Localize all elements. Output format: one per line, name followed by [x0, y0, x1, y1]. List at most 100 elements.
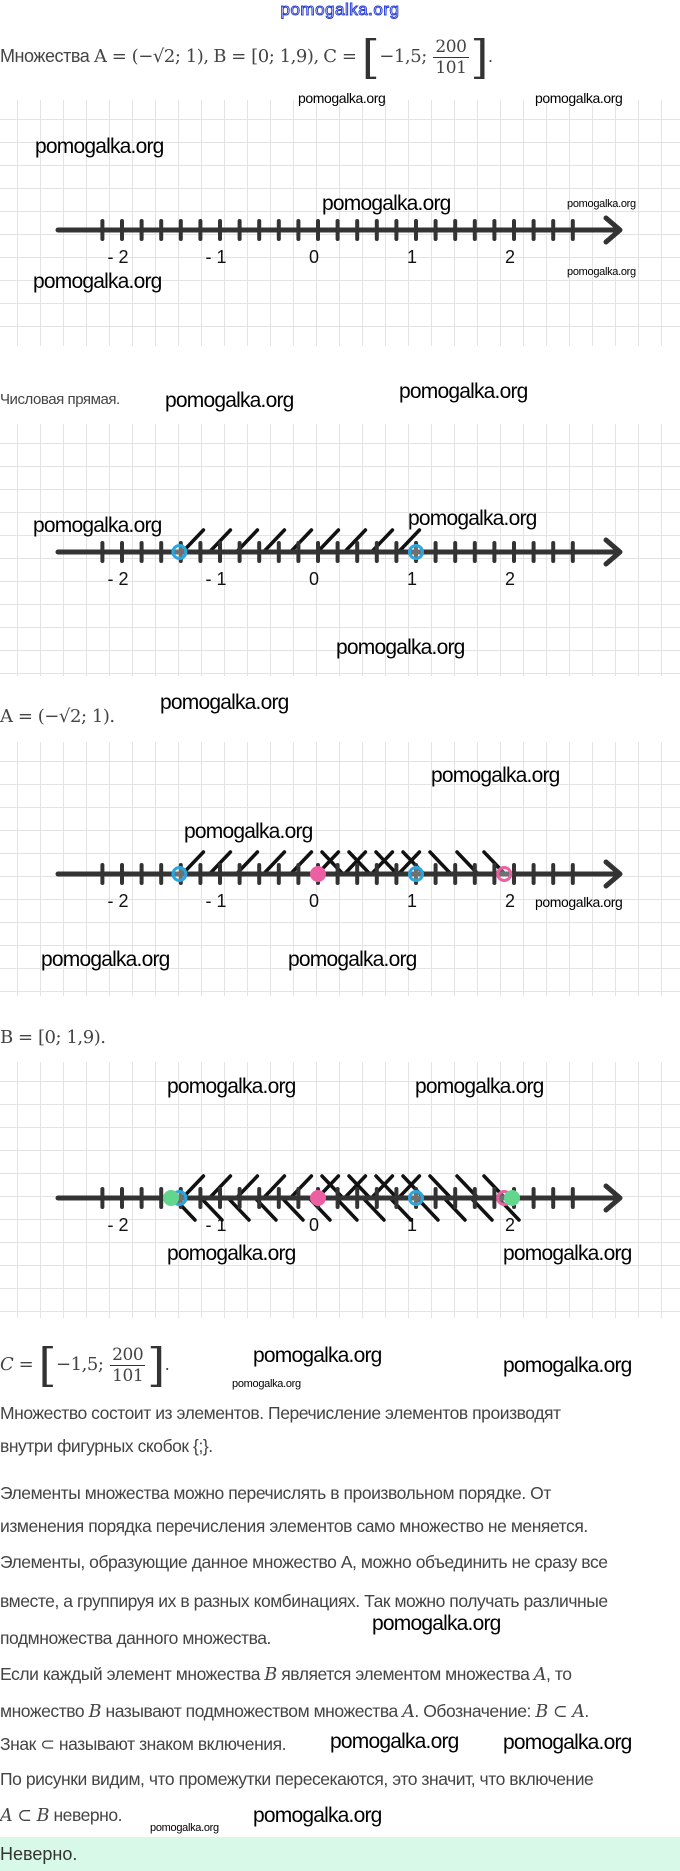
- hatch-C: [281, 1197, 305, 1222]
- endpoint-C-closed: [504, 1190, 521, 1206]
- hatch-C: [200, 1197, 224, 1222]
- hatch-C: [173, 1197, 197, 1222]
- endpoint-B-closed: [310, 866, 326, 882]
- tick-label: 2: [505, 891, 515, 911]
- tick-label: 0: [309, 891, 319, 911]
- hatch-A: [289, 528, 314, 553]
- watermark: pomogalka.org: [503, 1242, 632, 1265]
- watermark: pomogalka.org: [535, 90, 623, 106]
- hatch-A: [181, 1174, 206, 1199]
- hatch-C: [335, 1197, 359, 1222]
- endpoint-B-closed: [310, 1190, 326, 1206]
- watermark: pomogalka.org: [431, 764, 560, 787]
- tick-label: 1: [407, 569, 417, 589]
- hatch-A: [208, 528, 233, 553]
- paragraph-3-line-2: вместе, а группируя их в разных комбинац…: [0, 1591, 608, 1611]
- watermark: pomogalka.org: [399, 380, 528, 403]
- tick-label: 2: [505, 1215, 515, 1235]
- conclusion-line-1: По рисунки видим, что промежутки пересек…: [0, 1769, 594, 1789]
- hatch-B: [374, 850, 398, 875]
- hatch-A: [343, 850, 368, 875]
- number-line-figure-4: [0, 1062, 680, 1318]
- axis-arrow-icon: [603, 859, 623, 889]
- hatch-A: [262, 850, 287, 875]
- caption-number-line: Числовая прямая.: [0, 391, 120, 408]
- hatch-B: [347, 850, 371, 875]
- endpoint-A-open: [408, 1190, 424, 1206]
- watermark: pomogalka.org: [298, 90, 386, 106]
- tick-label: - 2: [107, 891, 128, 911]
- tick-label: - 2: [107, 247, 128, 267]
- endpoint-B-open: [496, 866, 513, 882]
- number-line-figure-1: [0, 100, 680, 346]
- tick-label: - 1: [205, 247, 226, 267]
- set-c-label: C =: [323, 45, 362, 67]
- set-c-start: −1,5;: [379, 45, 427, 67]
- watermark: pomogalka.org: [150, 1822, 219, 1834]
- watermark: pomogalka.org: [33, 270, 162, 293]
- watermark: pomogalka.org: [232, 1378, 301, 1390]
- watermark: pomogalka.org: [336, 636, 465, 659]
- tick-label: 2: [505, 569, 515, 589]
- tick-label: - 1: [205, 569, 226, 589]
- hatch-A: [208, 1174, 233, 1199]
- set-b-definition: B = [0; 1,9),: [213, 45, 319, 67]
- caption-set-b: B = [0; 1,9).: [0, 1027, 106, 1048]
- watermark: pomogalka.org: [322, 192, 451, 215]
- tick-label: - 1: [205, 891, 226, 911]
- tick-label: 1: [407, 1215, 417, 1235]
- hatch-A: [397, 528, 422, 553]
- endpoint-A-open: [408, 866, 424, 882]
- watermark: pomogalka.org: [167, 1242, 296, 1265]
- definition-line-3: Знак ⊂ называют знаком включения.: [0, 1734, 287, 1754]
- hatch-A: [343, 528, 368, 553]
- answer-box: Неверно.: [0, 1837, 680, 1871]
- hatch-B: [347, 1174, 371, 1199]
- watermark: pomogalka.org: [160, 691, 289, 714]
- watermark: pomogalka.org: [372, 1612, 501, 1635]
- watermark: pomogalka.org: [184, 820, 313, 843]
- paragraph-3-line-3: подмножества данного множества.: [0, 1628, 271, 1648]
- hatch-A: [397, 1174, 422, 1199]
- hatch-A: [289, 850, 314, 875]
- hatch-A: [289, 1174, 314, 1199]
- hatch-C: [389, 1197, 413, 1222]
- problem-lead: Множества: [0, 45, 90, 66]
- axis-arrow-icon: [603, 1183, 623, 1213]
- tick-label: - 1: [205, 1215, 226, 1235]
- top-watermark: pomogalka.org: [280, 0, 400, 20]
- watermark: pomogalka.org: [503, 1731, 632, 1754]
- endpoint-C-closed: [163, 1190, 179, 1206]
- set-a-definition: A = (−√2; 1),: [93, 45, 209, 67]
- tick-label: 0: [309, 247, 319, 267]
- hatch-A: [208, 850, 233, 875]
- watermark: pomogalka.org: [253, 1344, 382, 1367]
- watermark: pomogalka.org: [33, 514, 162, 537]
- hatch-C: [227, 1197, 251, 1222]
- watermark: pomogalka.org: [535, 894, 623, 910]
- definition-line-1: Если каждый элемент множества B является…: [0, 1664, 572, 1685]
- watermark: pomogalka.org: [167, 1075, 296, 1098]
- hatch-C: [443, 1197, 467, 1222]
- hatch-A: [262, 528, 287, 553]
- tick-label: - 2: [107, 1215, 128, 1235]
- axis-arrow-icon: [603, 215, 623, 245]
- axis-arrow-icon: [603, 537, 623, 567]
- problem-statement: Множества A = (−√2; 1), B = [0; 1,9), C …: [0, 30, 493, 84]
- watermark: pomogalka.org: [503, 1354, 632, 1377]
- watermark: pomogalka.org: [35, 135, 164, 158]
- fraction: 200 101: [433, 36, 469, 78]
- paragraph-2-line-1: Элементы множества можно перечислять в п…: [0, 1483, 551, 1503]
- tick-label: 2: [505, 247, 515, 267]
- tick-label: 0: [309, 569, 319, 589]
- endpoint-A-open: [408, 544, 424, 560]
- paragraph-1-line-1: Множество состоит из элементов. Перечисл…: [0, 1403, 561, 1423]
- tick-label: 1: [407, 891, 417, 911]
- watermark: pomogalka.org: [408, 507, 537, 530]
- paragraph-2-line-2: изменения порядка перечисления элементов…: [0, 1516, 588, 1536]
- watermark: pomogalka.org: [41, 948, 170, 971]
- caption-set-a: A = (−√2; 1).: [0, 706, 115, 727]
- watermark: pomogalka.org: [165, 389, 294, 412]
- watermark: pomogalka.org: [415, 1075, 544, 1098]
